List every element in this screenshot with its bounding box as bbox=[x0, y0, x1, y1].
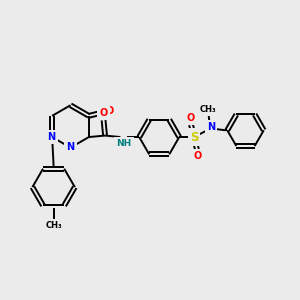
Text: O: O bbox=[105, 106, 114, 116]
Text: O: O bbox=[100, 108, 108, 118]
Text: CH₃: CH₃ bbox=[200, 105, 217, 114]
Text: O: O bbox=[194, 151, 202, 161]
Text: S: S bbox=[190, 130, 198, 143]
Text: NH: NH bbox=[116, 139, 131, 148]
Text: O: O bbox=[186, 113, 195, 123]
Text: N: N bbox=[66, 142, 75, 152]
Text: N: N bbox=[207, 122, 215, 132]
Text: N: N bbox=[47, 132, 56, 142]
Text: CH₃: CH₃ bbox=[45, 221, 62, 230]
